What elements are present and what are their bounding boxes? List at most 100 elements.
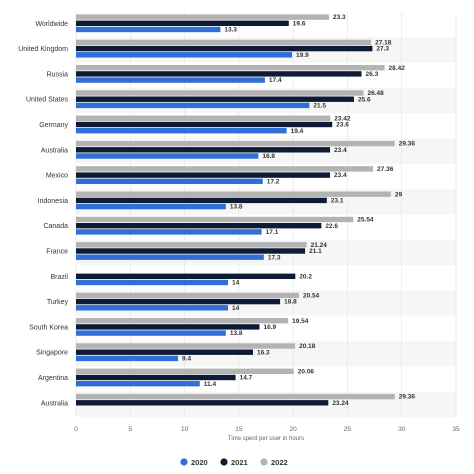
value-label: 18.8 bbox=[284, 299, 297, 306]
bar-2022[interactable] bbox=[76, 393, 395, 400]
value-label: 20.18 bbox=[299, 343, 316, 350]
value-label: 17.2 bbox=[267, 178, 280, 185]
value-label: 26.3 bbox=[366, 71, 379, 78]
value-label: 19.54 bbox=[292, 318, 309, 325]
value-label: 20.06 bbox=[298, 368, 315, 375]
category-label: Mexico bbox=[46, 173, 68, 180]
bar-2021[interactable] bbox=[76, 324, 260, 330]
bar-2020[interactable] bbox=[76, 203, 226, 210]
legend-label: 2020 bbox=[191, 458, 208, 467]
value-label: 21.1 bbox=[309, 248, 322, 255]
bar-2022[interactable] bbox=[76, 191, 391, 197]
bar-2021[interactable] bbox=[76, 121, 333, 128]
bar-2021[interactable] bbox=[76, 147, 331, 153]
value-label: 20.2 bbox=[299, 273, 312, 280]
bar-2021[interactable] bbox=[76, 248, 306, 254]
value-label: 16.9 bbox=[263, 324, 276, 331]
value-label: 23.1 bbox=[331, 198, 344, 205]
value-label: 20.54 bbox=[303, 293, 320, 300]
bar-2021[interactable] bbox=[76, 20, 289, 26]
value-label: 19.6 bbox=[293, 20, 306, 27]
bar-2020[interactable] bbox=[76, 254, 264, 260]
legend-label: 2021 bbox=[231, 458, 248, 467]
x-tick-label: 30 bbox=[398, 426, 406, 433]
bar-2022[interactable] bbox=[76, 216, 354, 223]
value-label: 14 bbox=[232, 305, 240, 312]
x-axis-ticks: 0 5 10 15 20 25 30 35 bbox=[74, 426, 460, 433]
x-tick-label: 0 bbox=[74, 426, 78, 433]
bar-2020[interactable] bbox=[76, 355, 179, 362]
bar-2022[interactable] bbox=[76, 242, 307, 248]
legend-item-2022[interactable]: 2022 bbox=[260, 458, 288, 467]
value-label: 22.6 bbox=[325, 223, 338, 230]
bar-2021[interactable] bbox=[76, 71, 362, 77]
value-label: 14.7 bbox=[240, 375, 253, 382]
x-tick-label: 20 bbox=[290, 426, 298, 433]
category-label: Brazil bbox=[50, 274, 68, 281]
bar-2022[interactable] bbox=[76, 115, 331, 121]
value-label: 17.3 bbox=[268, 254, 281, 261]
bar-2021[interactable] bbox=[76, 45, 373, 52]
legend[interactable]: 2020 2021 2022 bbox=[180, 458, 288, 467]
value-label: 11.4 bbox=[204, 381, 217, 388]
bar-2021[interactable] bbox=[76, 172, 331, 178]
bar-2020[interactable] bbox=[76, 229, 262, 235]
bar-2022[interactable] bbox=[76, 14, 329, 20]
bar-2022[interactable] bbox=[76, 140, 395, 147]
bar-2021[interactable] bbox=[76, 197, 327, 204]
bar-2020[interactable] bbox=[76, 178, 263, 184]
x-tick-label: 15 bbox=[235, 426, 243, 433]
x-axis-title: Time spent per user in hours bbox=[228, 436, 304, 442]
bar-2020[interactable] bbox=[76, 330, 226, 336]
category-label: South Korea bbox=[29, 324, 68, 331]
bar-2022[interactable] bbox=[76, 166, 374, 172]
legend-item-2020[interactable]: 2020 bbox=[180, 458, 208, 467]
bar-2020[interactable] bbox=[76, 128, 287, 134]
bar-2021[interactable] bbox=[76, 96, 354, 102]
value-label: 29 bbox=[395, 191, 403, 198]
value-label: 9.4 bbox=[182, 356, 191, 363]
value-label: 23.24 bbox=[332, 400, 349, 407]
bar-2022[interactable] bbox=[76, 318, 289, 324]
bar-2020[interactable] bbox=[76, 305, 228, 311]
bar-2021[interactable] bbox=[76, 349, 253, 355]
bar-2021[interactable] bbox=[76, 273, 296, 279]
bar-2022[interactable] bbox=[76, 65, 385, 71]
bar-2020[interactable] bbox=[76, 77, 265, 83]
bar-2020[interactable] bbox=[76, 279, 228, 286]
x-tick-label: 35 bbox=[452, 426, 460, 433]
category-label: Singapore bbox=[36, 350, 68, 357]
bar-2021[interactable] bbox=[76, 374, 236, 381]
value-label: 23.4 bbox=[334, 172, 347, 179]
x-tick-label: 10 bbox=[181, 426, 189, 433]
value-label: 21.5 bbox=[313, 103, 326, 110]
bar-2021[interactable] bbox=[76, 400, 329, 406]
value-label: 23.6 bbox=[336, 122, 349, 129]
bar-2022[interactable] bbox=[76, 343, 296, 349]
bar-2020[interactable] bbox=[76, 153, 259, 159]
value-label: 13.8 bbox=[230, 330, 243, 337]
category-label: United Kingdom bbox=[18, 46, 68, 53]
x-tick-label: 25 bbox=[344, 426, 352, 433]
value-label: 27.3 bbox=[376, 46, 389, 53]
bar-2022[interactable] bbox=[76, 90, 364, 96]
x-tick-label: 5 bbox=[128, 426, 132, 433]
bar-2020[interactable] bbox=[76, 381, 200, 387]
category-label: Australia bbox=[41, 400, 68, 407]
category-label: Germany bbox=[39, 122, 68, 129]
category-label: Russia bbox=[47, 71, 69, 78]
value-label: 27.36 bbox=[377, 166, 394, 173]
bar-2020[interactable] bbox=[76, 26, 221, 33]
bar-2020[interactable] bbox=[76, 52, 293, 58]
bar-2022[interactable] bbox=[76, 368, 294, 374]
legend-item-2021[interactable]: 2021 bbox=[220, 458, 248, 467]
bar-2022[interactable] bbox=[76, 292, 300, 299]
bar-2021[interactable] bbox=[76, 223, 322, 229]
bar-2020[interactable] bbox=[76, 102, 310, 109]
value-label: 28.42 bbox=[389, 65, 406, 72]
value-label: 16.8 bbox=[262, 153, 275, 160]
bar-2021[interactable] bbox=[76, 298, 281, 305]
bar-2022[interactable] bbox=[76, 39, 372, 46]
